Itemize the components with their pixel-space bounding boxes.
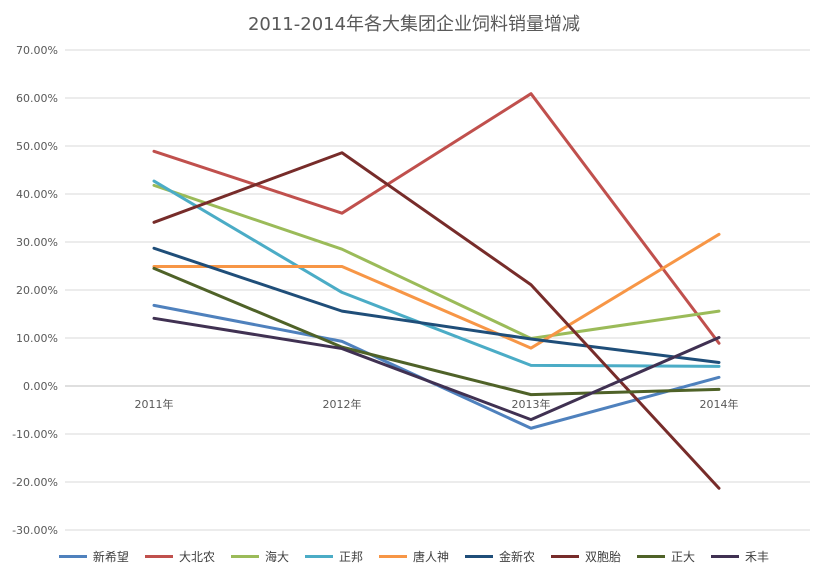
gridlines — [65, 49, 810, 531]
legend-label: 双胞胎 — [585, 549, 622, 564]
series-line-正邦 — [152, 179, 721, 368]
y-tick-label: 40.00% — [16, 188, 58, 201]
y-axis-tick-labels: 70.00% 60.00% 50.00% 40.00% 30.00% 20.00% 10.0… — [12, 44, 58, 537]
x-tick-label: 2011年 — [135, 397, 174, 411]
y-tick-label: 60.00% — [16, 92, 58, 105]
legend-swatch — [144, 554, 173, 558]
legend-swatch — [304, 554, 333, 558]
legend-swatch — [711, 554, 740, 558]
x-axis-tick-labels: 2011年 2012年 2013年 2014年 — [135, 397, 739, 411]
series-line-海大 — [152, 183, 721, 340]
legend-label: 大北农 — [178, 549, 215, 564]
y-tick-label: -10.00% — [12, 428, 58, 441]
series-lines — [152, 92, 721, 490]
y-tick-label: 30.00% — [16, 236, 58, 249]
legend-item: 正邦 — [304, 548, 363, 565]
x-tick-label: 2012年 — [323, 397, 362, 411]
legend-label: 新希望 — [92, 549, 129, 564]
y-tick-label: 50.00% — [16, 140, 58, 153]
legend: 新希望 大北农 海大 正邦 唐人神 金新农 双胞胎 正大 禾丰 — [0, 544, 828, 568]
legend-item: 金新农 — [465, 548, 535, 565]
legend-item: 禾丰 — [711, 548, 769, 565]
x-tick-label: 2013年 — [512, 397, 551, 411]
y-tick-label: -30.00% — [12, 524, 58, 537]
y-tick-label: 0.00% — [23, 380, 58, 393]
x-tick-label: 2014年 — [700, 397, 739, 411]
legend-item: 新希望 — [58, 548, 129, 565]
legend-swatch — [551, 554, 580, 558]
legend-label: 正大 — [671, 549, 696, 564]
legend-item: 大北农 — [144, 548, 215, 565]
y-tick-label: -20.00% — [12, 476, 58, 489]
legend-label: 海大 — [264, 549, 289, 564]
legend-swatch — [465, 554, 493, 558]
legend-label: 金新农 — [499, 549, 536, 564]
chart-title: 2011-2014年各大集团企业饲料销量增减 — [247, 14, 581, 35]
series-line-正大 — [152, 266, 721, 397]
legend-item: 双胞胎 — [551, 548, 621, 565]
y-tick-label: 10.00% — [16, 332, 58, 345]
legend-item: 唐人神 — [378, 548, 449, 565]
series-line-禾丰 — [152, 316, 721, 422]
legend-item: 正大 — [637, 548, 695, 565]
legend-swatch — [230, 554, 259, 558]
y-tick-label: 20.00% — [16, 284, 58, 297]
legend-swatch — [637, 554, 666, 558]
legend-label: 唐人神 — [412, 549, 449, 564]
series-line-唐人神 — [152, 232, 721, 350]
y-tick-label: 70.00% — [16, 44, 58, 57]
legend-swatch — [378, 554, 407, 558]
series-line-金新农 — [152, 246, 721, 364]
legend-item: 海大 — [230, 548, 289, 565]
series-line-双胞胎 — [152, 151, 721, 490]
legend-label: 禾丰 — [745, 549, 770, 564]
series-line-大北农 — [152, 92, 721, 345]
legend-label: 正邦 — [338, 549, 363, 564]
legend-swatch — [58, 554, 87, 558]
